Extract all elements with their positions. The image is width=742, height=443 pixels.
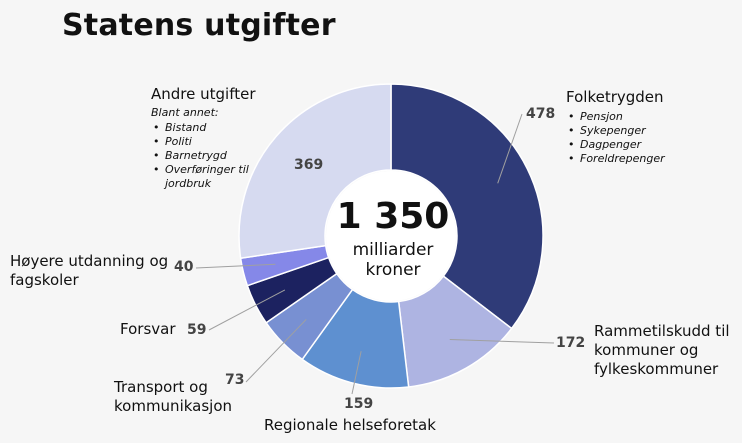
slice-label-folketrygden: Folketrygden <box>566 88 664 106</box>
bullet-item: Politi <box>151 135 261 149</box>
slice-label-helseforetak: Regionale helseforetak <box>264 416 436 434</box>
slice-label-rammetilskudd: Rammetilskudd til kommuner og fylkeskomm… <box>594 322 730 378</box>
slice-value-hoyere-utdanning: 40 <box>174 259 194 275</box>
folketrygden-bullets: Pensjon Sykepenger Dagpenger Foreldrepen… <box>566 110 665 166</box>
bullet-item: Foreldrepenger <box>566 152 665 166</box>
bullet-item: Barnetrygd <box>151 149 261 163</box>
chart-title: Statens utgifter <box>62 8 336 43</box>
slice-value-rammetilskudd: 172 <box>556 335 586 351</box>
leader-line-1 <box>449 338 555 344</box>
andre-utgifter-note: Blant annet: <box>151 106 219 119</box>
leader-line-5 <box>195 263 276 269</box>
slice-value-andre-utgifter: 369 <box>294 157 324 173</box>
donut-slice-0 <box>390 83 544 330</box>
bullet-item: Dagpenger <box>566 138 665 152</box>
donut-center <box>326 171 456 301</box>
slice-label-transport: Transport og kommunikasjon <box>114 378 233 415</box>
bullet-item: Bistand <box>151 121 261 135</box>
slice-value-folketrygden: 478 <box>526 106 556 122</box>
bullet-item: Sykepenger <box>566 124 665 138</box>
slice-value-forsvar: 59 <box>187 322 207 338</box>
slice-value-helseforetak: 159 <box>344 396 374 412</box>
leader-line-0 <box>497 113 523 184</box>
leader-line-4 <box>208 289 286 331</box>
slice-value-transport: 73 <box>225 372 245 388</box>
andre-utgifter-bullets: Bistand Politi Barnetrygd Overføringer t… <box>151 121 261 191</box>
slice-label-andre-utgifter: Andre utgifter <box>151 85 256 103</box>
bullet-item: Pensjon <box>566 110 665 124</box>
total-unit: milliarder kroner <box>352 240 434 280</box>
slice-label-forsvar: Forsvar <box>120 320 176 338</box>
leader-line-3 <box>245 319 307 383</box>
slice-label-hoyere-utdanning: Høyere utdanning og fagskoler <box>10 252 169 289</box>
total-value: 1 350 <box>336 196 450 237</box>
leader-line-2 <box>351 351 362 395</box>
bullet-item: Overføringer til jordbruk <box>151 163 261 191</box>
